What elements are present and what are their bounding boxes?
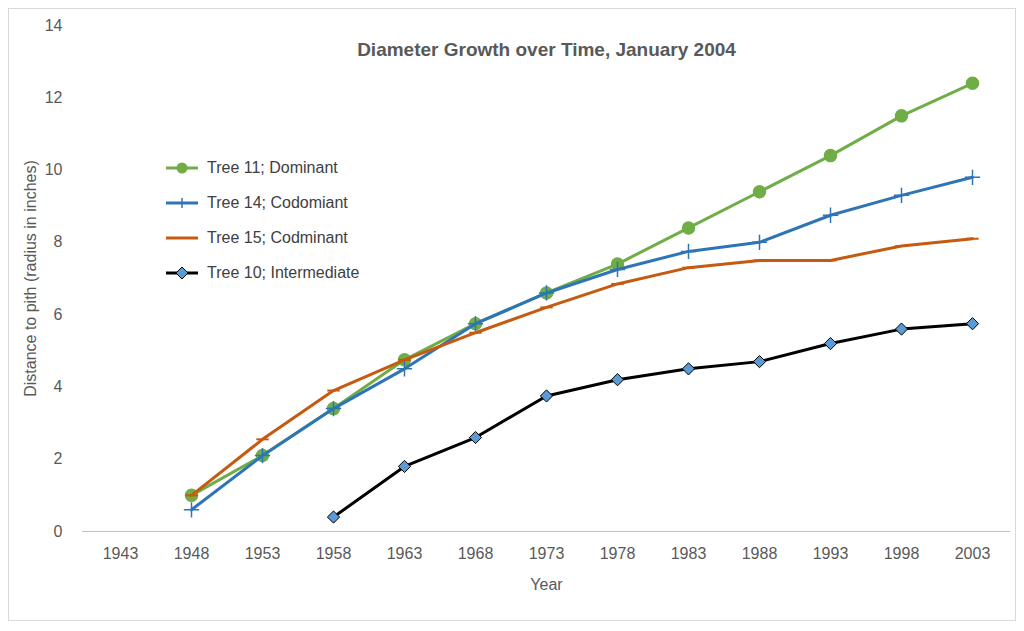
svg-text:2003: 2003 [955, 545, 991, 562]
svg-text:1983: 1983 [671, 545, 707, 562]
svg-text:Year: Year [530, 576, 563, 593]
svg-text:1968: 1968 [458, 545, 494, 562]
svg-text:Diameter Growth over Time, Jan: Diameter Growth over Time, January 2004 [357, 39, 736, 60]
svg-text:1993: 1993 [813, 545, 849, 562]
html-text:Tree 10; Intermediate: Tree 10; Intermediate [207, 263, 360, 281]
svg-text:4: 4 [54, 378, 63, 395]
svg-text:1978: 1978 [600, 545, 636, 562]
html-text:Tree 11; Dominant: Tree 11; Dominant [207, 158, 338, 176]
svg-text:0: 0 [54, 523, 63, 540]
svg-text:14: 14 [45, 17, 63, 34]
svg-text:6: 6 [54, 306, 63, 323]
svg-text:1963: 1963 [387, 545, 423, 562]
svg-text:1953: 1953 [245, 545, 281, 562]
svg-text:10: 10 [45, 161, 63, 178]
svg-text:8: 8 [54, 233, 63, 250]
svg-text:1948: 1948 [174, 545, 210, 562]
html-text:Tree 14; Codomiant: Tree 14; Codomiant [207, 193, 348, 211]
svg-text:1958: 1958 [316, 545, 352, 562]
svg-text:1988: 1988 [742, 545, 778, 562]
svg-text:1943: 1943 [103, 545, 139, 562]
svg-text:Distance to pith (radius in in: Distance to pith (radius in inches) [22, 160, 39, 397]
svg-text:1973: 1973 [529, 545, 565, 562]
svg-text:2: 2 [54, 450, 63, 467]
html-text:Tree 15; Codminant: Tree 15; Codminant [207, 228, 348, 246]
svg-text:12: 12 [45, 89, 63, 106]
svg-text:1998: 1998 [884, 545, 920, 562]
